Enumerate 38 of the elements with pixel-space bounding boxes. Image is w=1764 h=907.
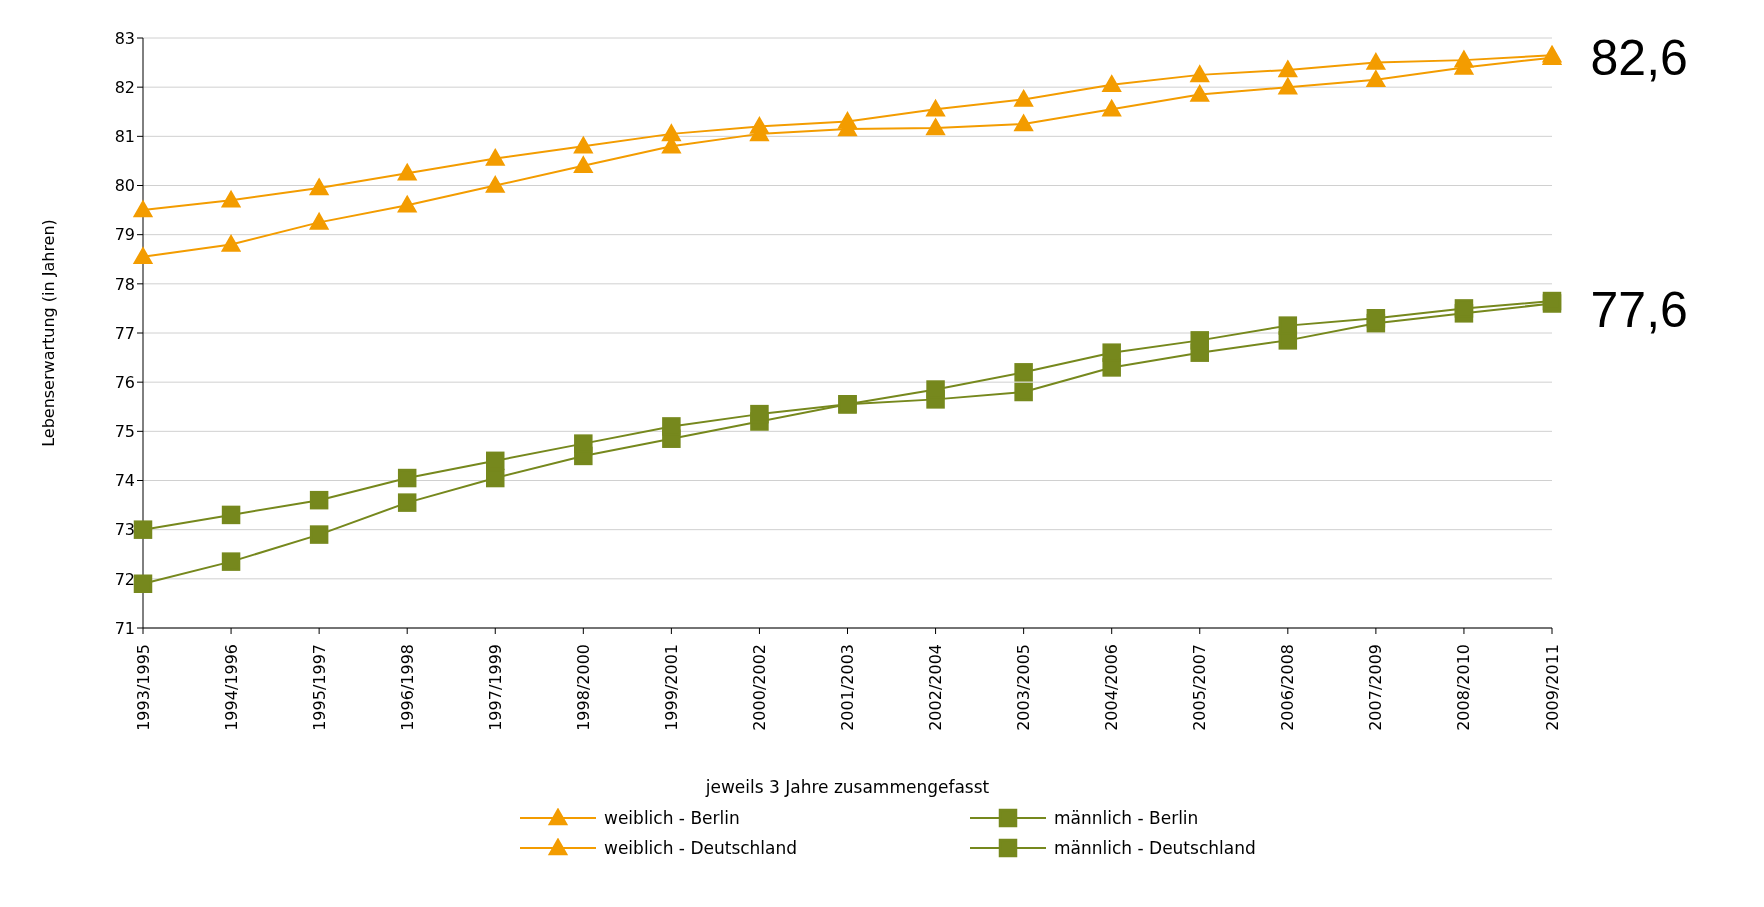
x-tick-label: 2000/2002	[749, 644, 769, 731]
x-tick-label: 2001/2003	[838, 644, 857, 731]
y-tick-label: 79	[114, 225, 135, 245]
y-tick-label: 71	[114, 618, 135, 638]
y-tick-label: 73	[114, 520, 135, 540]
legend-label: männlich - Deutschland	[1054, 838, 1256, 858]
x-tick-label: 1998/2000	[573, 644, 593, 731]
x-tick-label: 2003/2005	[1014, 644, 1034, 731]
x-tick-label: 1994/1996	[221, 644, 241, 731]
x-tick-label: 1995/1997	[309, 644, 329, 731]
x-tick-label: 2002/2004	[926, 644, 946, 731]
x-tick-label: 1996/1998	[397, 644, 417, 731]
y-tick-label: 72	[114, 569, 135, 589]
y-tick-label: 76	[114, 372, 135, 392]
legend-label: weiblich - Berlin	[604, 808, 740, 828]
y-tick-label: 75	[114, 422, 135, 442]
x-tick-label: 2009/2011	[1542, 644, 1562, 731]
x-tick-label: 2004/2006	[1102, 644, 1122, 731]
y-tick-label: 81	[114, 127, 135, 147]
y-tick-label: 78	[114, 274, 135, 294]
x-tick-label: 2008/2010	[1454, 644, 1474, 731]
x-axis-title: jeweils 3 Jahre zusammengefasst	[704, 777, 990, 797]
annotation: 82,6	[1590, 29, 1688, 89]
x-tick-label: 2007/2009	[1366, 644, 1386, 731]
y-tick-label: 74	[114, 471, 135, 491]
x-tick-label: 2006/2008	[1278, 644, 1298, 731]
y-tick-label: 77	[114, 323, 135, 343]
y-axis-title: Lebenserwartung (in Jahren)	[38, 219, 58, 447]
y-tick-label: 83	[114, 28, 135, 48]
legend-label: männlich - Berlin	[1054, 808, 1199, 828]
y-tick-label: 82	[114, 77, 135, 97]
legend-label: weiblich - Deutschland	[604, 838, 798, 858]
annotation: 77,6	[1590, 281, 1688, 341]
x-tick-label: 1993/1995	[133, 644, 153, 731]
y-tick-label: 80	[114, 176, 135, 196]
x-tick-label: 1997/1999	[485, 644, 505, 731]
x-tick-label: 2005/2007	[1190, 644, 1210, 731]
x-tick-label: 1999/2001	[661, 644, 681, 731]
